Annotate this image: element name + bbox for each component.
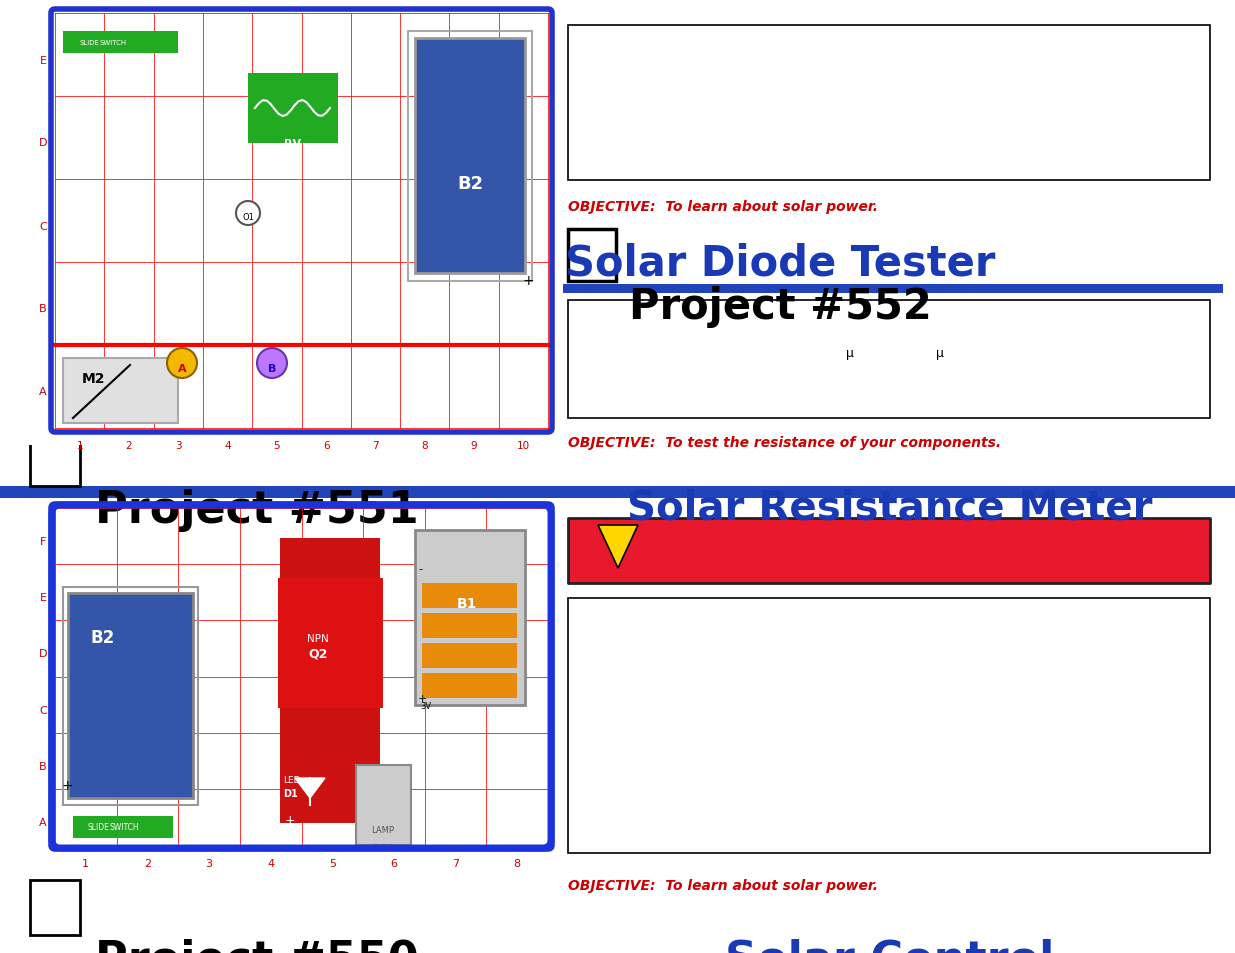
Text: +: + [285, 813, 295, 826]
Text: B: B [268, 364, 277, 374]
Text: +: + [522, 274, 534, 288]
Text: Project #552: Project #552 [629, 286, 931, 328]
Text: μ: μ [846, 347, 853, 360]
Text: OBJECTIVE:  To test the resistance of your components.: OBJECTIVE: To test the resistance of you… [568, 436, 1002, 450]
Text: D: D [38, 649, 47, 659]
Text: C: C [40, 221, 47, 232]
Text: SWITCH: SWITCH [100, 40, 127, 46]
Bar [568, 301, 1210, 418]
Bar [563, 285, 1223, 294]
Text: 8: 8 [514, 858, 521, 868]
Text: B: B [40, 304, 47, 314]
Text: M2: M2 [82, 372, 105, 386]
Polygon shape [295, 779, 325, 799]
Text: F: F [40, 537, 46, 546]
Bar [68, 594, 193, 799]
Text: Solar Diode Tester: Solar Diode Tester [564, 242, 995, 284]
Text: +: + [417, 693, 427, 703]
Bar [30, 436, 80, 486]
Text: 4: 4 [267, 858, 274, 868]
Text: 3: 3 [175, 440, 182, 451]
Text: 7: 7 [452, 858, 459, 868]
Text: O1: O1 [242, 213, 254, 221]
Bar [568, 230, 616, 282]
Text: A: A [40, 387, 47, 397]
Bar [415, 531, 525, 705]
Text: Solar Resistance Meter: Solar Resistance Meter [627, 489, 1152, 529]
Text: 1: 1 [77, 440, 83, 451]
Text: 7: 7 [372, 440, 379, 451]
Text: -: - [417, 563, 422, 574]
Text: A: A [40, 817, 47, 827]
Text: B: B [40, 760, 47, 771]
Text: 3V: 3V [420, 701, 431, 710]
Text: 4: 4 [225, 440, 231, 451]
Text: 5: 5 [273, 440, 280, 451]
Text: SLIDE: SLIDE [80, 40, 100, 46]
Circle shape [236, 202, 261, 226]
Bar [568, 518, 1210, 583]
Bar [63, 32, 178, 54]
Text: OBJECTIVE:  To learn about solar power.: OBJECTIVE: To learn about solar power. [568, 200, 878, 213]
Text: NPN: NPN [308, 634, 329, 643]
Text: μ: μ [936, 347, 944, 360]
Text: D1: D1 [283, 788, 298, 799]
Text: 10: 10 [516, 440, 530, 451]
Text: 3: 3 [205, 858, 212, 868]
Text: 6: 6 [390, 858, 398, 868]
Bar [408, 32, 532, 282]
Bar [422, 614, 517, 639]
Bar [10, 505, 553, 863]
Text: 2: 2 [143, 858, 151, 868]
Text: Solar Control: Solar Control [725, 938, 1055, 953]
Bar [30, 880, 80, 935]
Text: 9: 9 [471, 440, 478, 451]
Bar [63, 358, 178, 423]
Bar [280, 538, 380, 823]
Text: B1: B1 [457, 597, 477, 610]
Text: B2: B2 [457, 174, 483, 193]
Bar [356, 765, 411, 845]
Bar [422, 583, 517, 608]
Bar [248, 74, 338, 144]
Text: Project #551: Project #551 [95, 489, 419, 532]
Text: S1: S1 [65, 53, 79, 62]
Text: OBJECTIVE:  To learn about solar power.: OBJECTIVE: To learn about solar power. [568, 878, 878, 892]
Text: 2: 2 [126, 440, 132, 451]
Polygon shape [598, 525, 638, 568]
Text: 2.5V: 2.5V [373, 843, 393, 852]
Text: E: E [40, 593, 47, 602]
Circle shape [167, 349, 198, 378]
Text: A: A [178, 364, 186, 374]
Bar [73, 816, 173, 838]
Text: Q2: Q2 [309, 647, 327, 659]
Text: S1: S1 [77, 837, 90, 847]
Text: 5: 5 [329, 858, 336, 868]
Bar [568, 598, 1210, 853]
Text: RV: RV [284, 139, 301, 149]
Bar [422, 673, 517, 699]
Bar [0, 486, 1235, 498]
Bar [63, 587, 198, 805]
Text: 8: 8 [421, 440, 429, 451]
Text: LED: LED [283, 775, 300, 784]
Text: LAMP: LAMP [372, 825, 394, 834]
Bar [278, 578, 383, 708]
Text: C: C [40, 705, 47, 715]
Bar [568, 26, 1210, 181]
Text: SLIDE: SLIDE [88, 822, 110, 832]
Text: SWITCH: SWITCH [110, 822, 140, 832]
Text: B2: B2 [90, 628, 115, 646]
Text: +: + [62, 779, 73, 792]
Text: 6: 6 [322, 440, 330, 451]
Text: D: D [38, 138, 47, 149]
Text: Project #550: Project #550 [95, 938, 419, 953]
Text: 1: 1 [83, 858, 89, 868]
Text: E: E [40, 55, 47, 66]
Circle shape [257, 349, 287, 378]
Bar [422, 643, 517, 668]
Bar [10, 8, 553, 446]
Bar [415, 39, 525, 274]
